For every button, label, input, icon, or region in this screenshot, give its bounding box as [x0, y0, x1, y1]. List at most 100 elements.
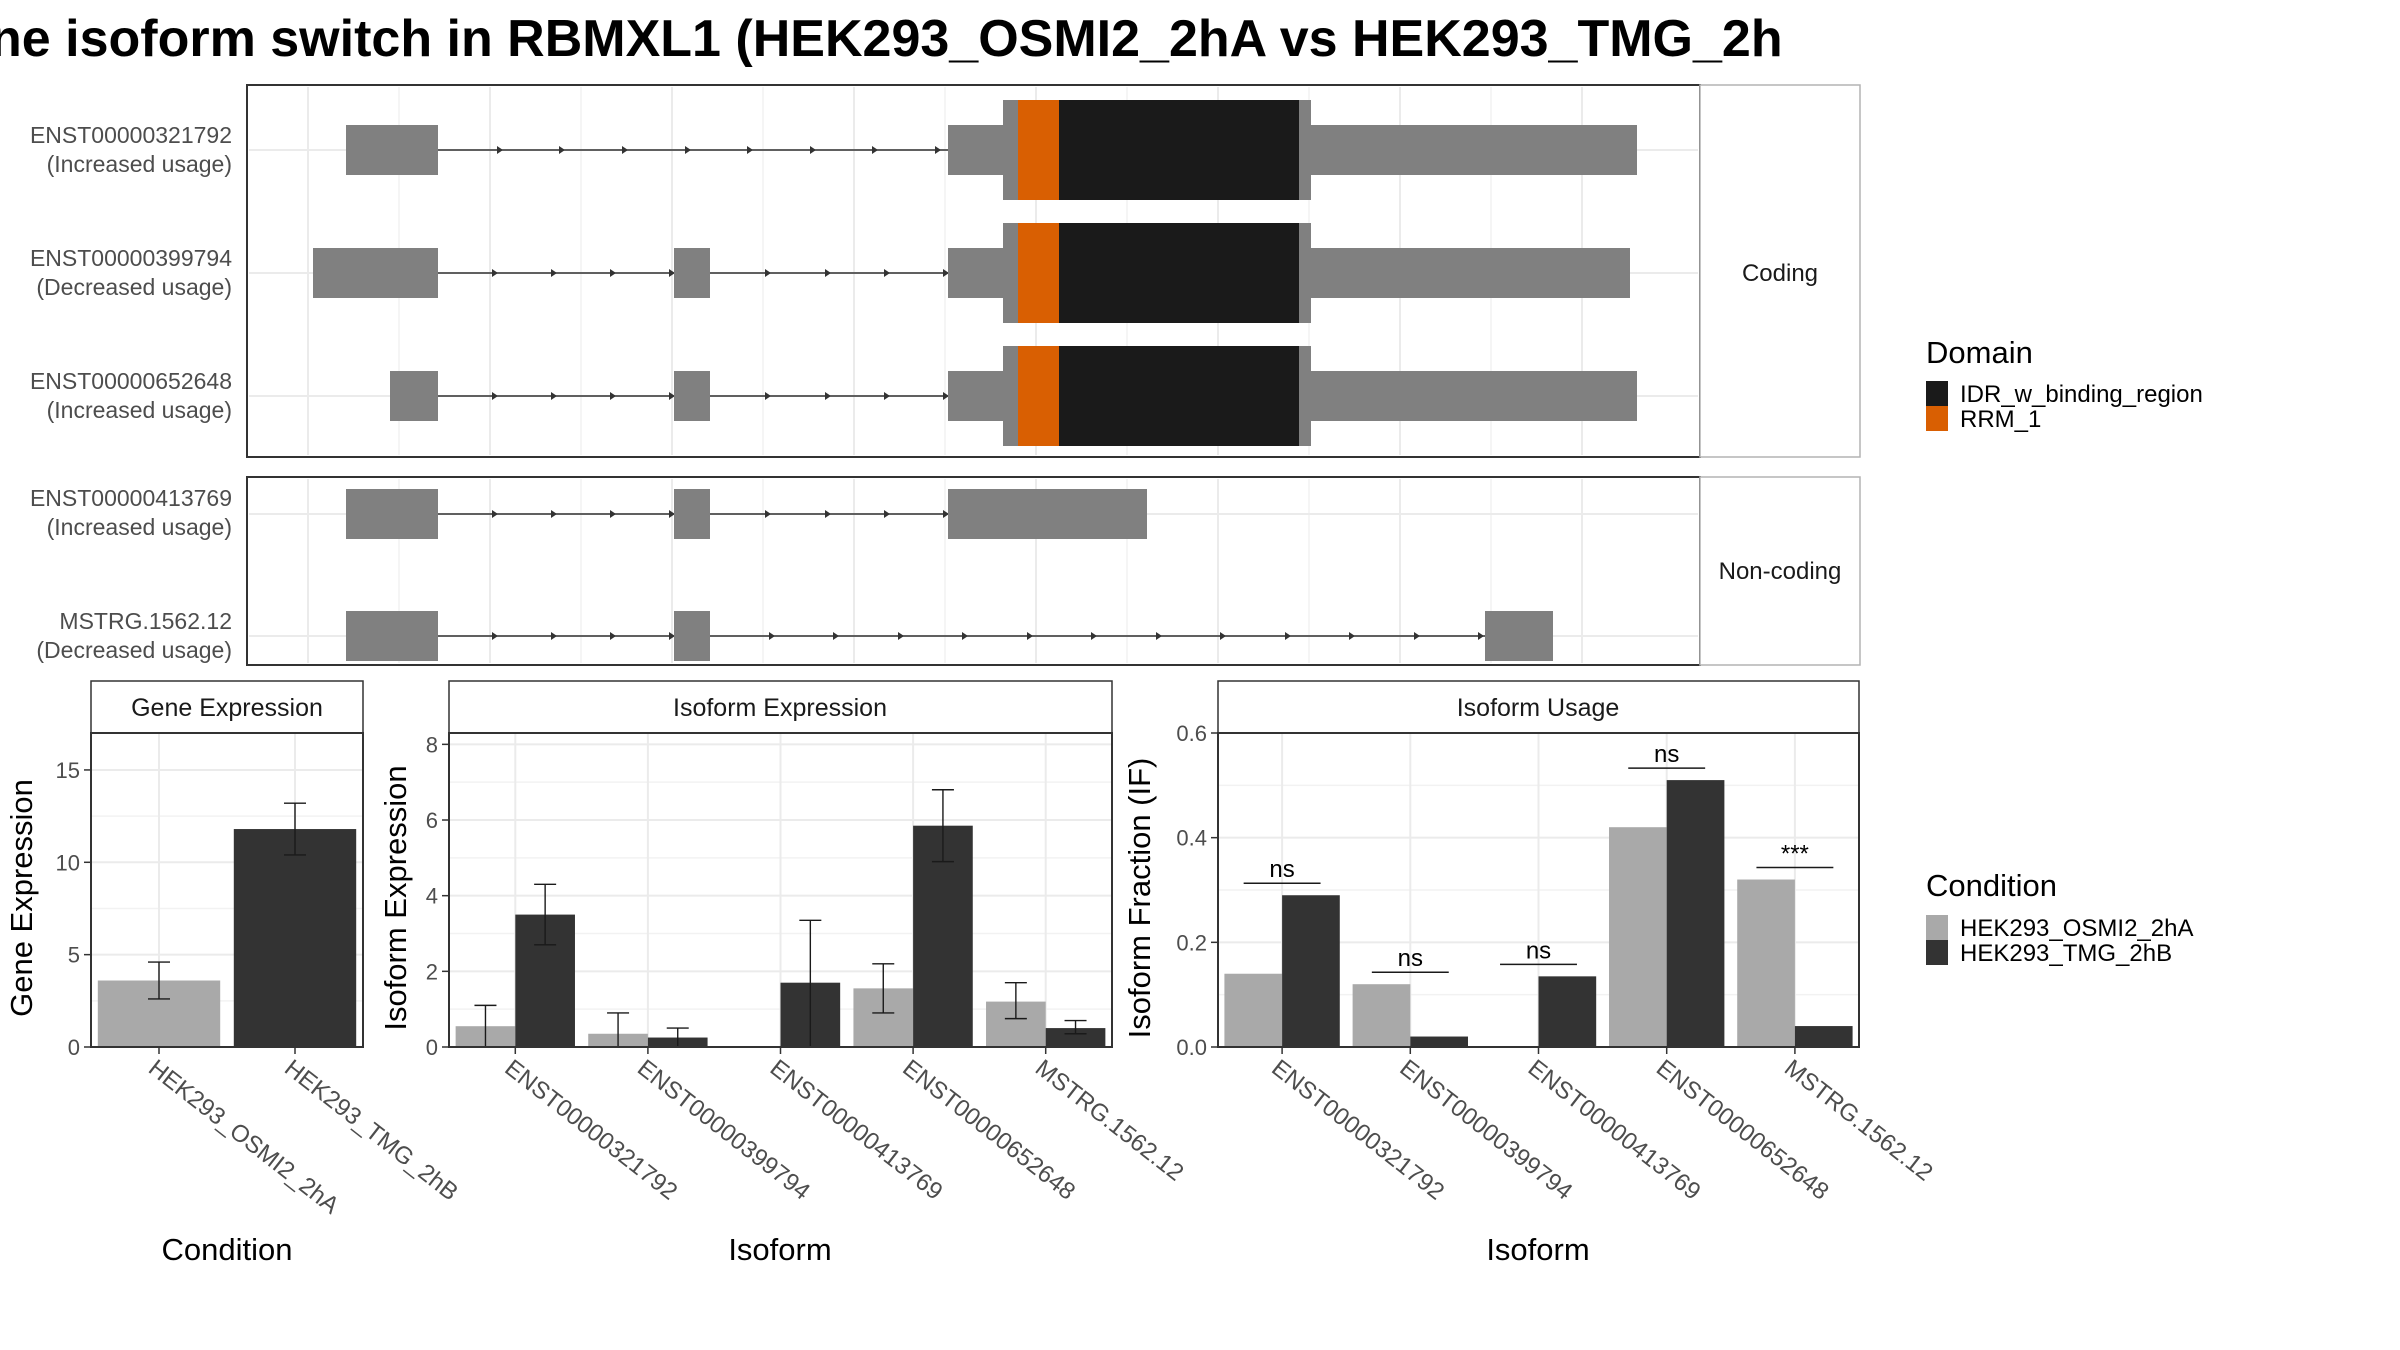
intron-arrow [833, 632, 839, 640]
x-axis-title: Isoform [1486, 1232, 1589, 1267]
legend-swatch-cond-a [1926, 915, 1948, 940]
track-label-note: (Increased usage) [47, 514, 232, 540]
significance-label: ns [1269, 856, 1294, 883]
intron-arrow [747, 146, 753, 154]
intron-arrow [497, 146, 503, 154]
bar [1794, 1026, 1853, 1047]
exon [948, 125, 1003, 175]
y-tick-label: 15 [56, 758, 80, 783]
bar [1737, 879, 1795, 1047]
intron-arrow [1414, 632, 1420, 640]
intron-arrow [943, 510, 949, 518]
intron-arrow [898, 632, 904, 640]
exon [674, 248, 710, 298]
exon [674, 611, 710, 661]
significance-label: ns [1654, 741, 1679, 768]
exon [1311, 248, 1630, 298]
track-label-id: ENST00000399794 [30, 245, 232, 271]
exon [674, 489, 710, 539]
figure-title: ne isoform switch in RBMXL1 (HEK293_OSMI… [0, 10, 1783, 68]
track-label-note: (Increased usage) [47, 151, 232, 177]
panel-strip [448, 680, 1113, 734]
isoform-expression-plot: 02468ENST00000321792ENST00000399794ENST0… [426, 732, 1189, 1206]
intron-arrow [935, 146, 941, 154]
coding-strip [1699, 84, 1861, 458]
intron-arrow [669, 392, 675, 400]
track-label-note: (Decreased usage) [36, 637, 232, 663]
intron-arrow [884, 510, 890, 518]
bar [1045, 1028, 1106, 1047]
y-tick-label: 0.6 [1176, 721, 1207, 746]
intron-arrow [943, 269, 949, 277]
domain-rrm [1018, 223, 1059, 323]
isoform-usage-panel: Isoform Usage Isoform Isoform Fraction (… [1122, 680, 1938, 1267]
y-tick-label: 0 [68, 1035, 80, 1060]
exon [674, 371, 710, 421]
intron-arrow [669, 510, 675, 518]
intron-arrow [1285, 632, 1291, 640]
intron-arrow [685, 146, 691, 154]
intron-arrow [492, 632, 498, 640]
x-axis-title: Isoform [728, 1232, 831, 1267]
exon [390, 371, 438, 421]
bar [1352, 984, 1411, 1047]
intron-arrow [492, 392, 498, 400]
exon [313, 248, 438, 298]
exon [948, 371, 1003, 421]
intron-arrow [669, 632, 675, 640]
panel-strip [90, 680, 364, 734]
intron-arrow [769, 632, 775, 640]
y-axis-title: Gene Expression [4, 779, 39, 1017]
intron-arrow [825, 269, 831, 277]
track-label-id: MSTRG.1562.12 [59, 608, 232, 634]
domain-legend: Domain IDR_w_binding_region RRM_1 [1926, 335, 2203, 433]
exon [1311, 371, 1637, 421]
intron-arrow [622, 146, 628, 154]
track-label-id: ENST00000413769 [30, 485, 232, 511]
y-tick-label: 10 [56, 850, 80, 875]
intron-arrow [1091, 632, 1097, 640]
plot-frame [90, 732, 364, 1048]
legend-swatch-rrm [1926, 406, 1948, 431]
intron-arrow [825, 392, 831, 400]
exon [948, 248, 1003, 298]
domain-rrm [1018, 100, 1059, 200]
intron-arrow [943, 392, 949, 400]
exon [346, 611, 438, 661]
exon [346, 125, 438, 175]
intron-arrow [551, 632, 557, 640]
y-tick-label: 5 [68, 943, 80, 968]
legend-label-cond-a: HEK293_OSMI2_2hA [1960, 915, 2193, 942]
intron-arrow [1349, 632, 1355, 640]
track-label-note: (Increased usage) [47, 397, 232, 423]
intron-arrow [1027, 632, 1033, 640]
panel-title: Gene Expression [131, 694, 323, 722]
coding-strip-label: Coding [1742, 260, 1818, 287]
bar [1410, 1036, 1468, 1047]
bar [1609, 827, 1667, 1047]
x-axis-title: Condition [162, 1232, 293, 1267]
significance-label: *** [1781, 841, 1809, 868]
panel-title: Isoform Expression [673, 694, 887, 722]
domain-rrm [1018, 346, 1059, 446]
intron-arrow [559, 146, 565, 154]
intron-arrow [492, 510, 498, 518]
bar [1224, 973, 1283, 1047]
intron-arrow [962, 632, 968, 640]
domain-idr [1059, 100, 1299, 200]
significance-label: ns [1526, 937, 1551, 964]
legend-label-idr: IDR_w_binding_region [1960, 381, 2203, 408]
transcript-structure: Coding Non-coding ENST00000321792 (Incre… [30, 84, 1861, 666]
intron-arrow [765, 269, 771, 277]
track-label-id: ENST00000652648 [30, 368, 232, 394]
intron-arrow [765, 392, 771, 400]
significance-label: ns [1398, 945, 1423, 972]
condition-legend: Condition HEK293_OSMI2_2hA HEK293_TMG_2h… [1926, 868, 2193, 967]
panel-title: Isoform Usage [1457, 694, 1620, 722]
y-tick-label: 2 [426, 959, 438, 984]
intron-arrow [1220, 632, 1226, 640]
condition-legend-title: Condition [1926, 868, 2057, 903]
structure-tracks [313, 100, 1637, 661]
bar [913, 825, 973, 1047]
